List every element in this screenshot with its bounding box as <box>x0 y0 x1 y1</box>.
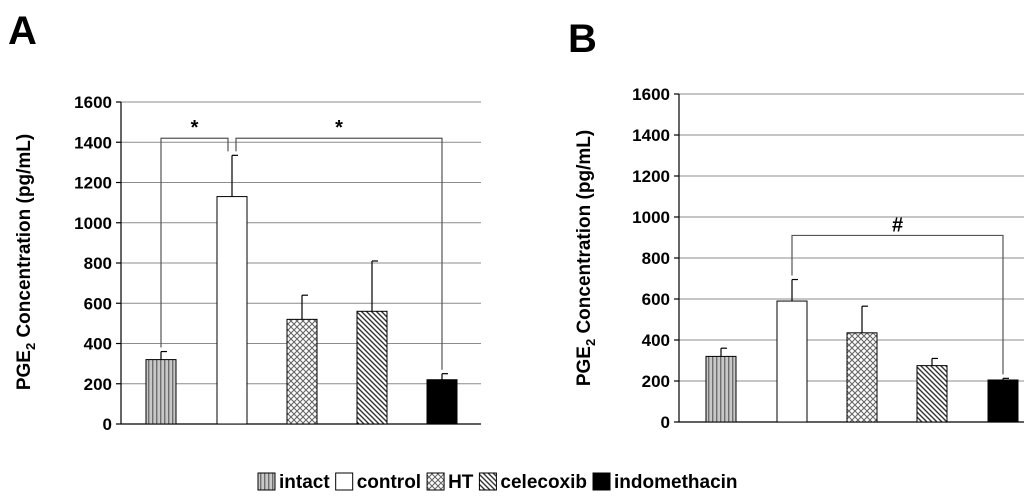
y-tick-label: 1200 <box>632 167 670 186</box>
bar-indomethacin <box>426 379 458 425</box>
y-axis-label-b-sub: 2 <box>583 339 598 346</box>
panel-b-tick-labels: 0 200 400 600 800 1000 1200 1400 1600 <box>632 85 679 432</box>
legend-swatch <box>257 472 276 491</box>
panel-b-bars <box>705 300 1019 423</box>
y-tick-label: 1200 <box>74 174 112 193</box>
legend-swatch <box>426 472 445 491</box>
significance-marker: * <box>335 117 343 139</box>
legend-swatch <box>335 472 354 491</box>
legend-item-control: control <box>335 472 421 493</box>
chart-panel-b: B PGE2 Concentration (pg/mL) 0 200 400 600 8… <box>568 17 1024 432</box>
legend-label: indomethacin <box>614 472 738 493</box>
y-axis-label-b: PGE2 Concentration (pg/mL) <box>574 130 598 386</box>
y-axis-label-b-main: PGE <box>574 346 595 386</box>
bar-celecoxib <box>916 365 948 423</box>
legend-item-celecoxib: celecoxib <box>478 472 587 493</box>
significance-marker: # <box>892 214 903 236</box>
y-tick-label: 0 <box>661 413 670 432</box>
y-axis-label-a: PGE2 Concentration (pg/mL) <box>14 134 38 390</box>
y-tick-label: 1600 <box>74 93 112 112</box>
y-tick-label: 800 <box>84 254 112 273</box>
panel-a-significance: * * <box>160 117 443 370</box>
y-tick-label: 1400 <box>632 126 670 145</box>
y-axis-label-a-sub: 2 <box>23 343 38 350</box>
legend: intact control HT celecoxib indomethacin <box>257 472 738 493</box>
y-tick-label: 1400 <box>74 133 112 152</box>
y-tick-label: 800 <box>642 249 670 268</box>
y-tick-label: 200 <box>84 375 112 394</box>
bar-control <box>216 196 248 425</box>
bar-intact <box>145 359 177 425</box>
significance-marker: * <box>191 117 199 139</box>
panel-label-b: B <box>568 17 597 61</box>
panel-label-a: A <box>8 9 37 53</box>
y-tick-label: 1000 <box>632 208 670 227</box>
y-tick-label: 1600 <box>632 85 670 104</box>
legend-swatch <box>592 472 611 491</box>
y-axis-label-a-main: PGE <box>14 350 35 390</box>
legend-item-intact: intact <box>257 472 330 493</box>
y-tick-label: 0 <box>103 415 112 434</box>
y-tick-label: 400 <box>642 331 670 350</box>
bar-celecoxib <box>356 310 388 425</box>
panel-a-error-bars <box>160 154 448 380</box>
panel-a-tick-labels: 0 200 400 600 800 1000 1200 1400 1600 <box>74 93 121 434</box>
legend-label: control <box>357 472 421 493</box>
bar-HT <box>286 318 318 425</box>
legend-label: celecoxib <box>500 472 587 493</box>
panel-b-significance: # <box>791 214 1004 375</box>
panel-a-bars <box>145 196 458 425</box>
y-tick-label: 600 <box>84 294 112 313</box>
significance-bracket <box>235 137 443 370</box>
y-axis-label-a-rest: Concentration (pg/mL) <box>14 134 35 343</box>
bar-control <box>776 300 808 423</box>
y-tick-label: 400 <box>84 335 112 354</box>
y-tick-label: 1000 <box>74 214 112 233</box>
chart-panel-a: A PGE2 Concentration (pg/mL) 0 200 400 600 8… <box>8 9 481 434</box>
y-tick-label: 600 <box>642 290 670 309</box>
significance-bracket <box>160 137 229 348</box>
legend-swatch <box>478 472 497 491</box>
bar-indomethacin <box>987 379 1019 423</box>
legend-label: HT <box>448 472 474 493</box>
legend-item-HT: HT <box>426 472 474 493</box>
panel-b-error-bars <box>720 278 1009 380</box>
bar-intact <box>705 355 737 423</box>
y-tick-label: 200 <box>642 372 670 391</box>
bar-HT <box>846 332 878 423</box>
legend-item-indomethacin: indomethacin <box>592 472 738 493</box>
significance-bracket <box>791 234 1004 375</box>
y-axis-label-b-rest: Concentration (pg/mL) <box>574 130 595 339</box>
legend-label: intact <box>279 472 330 493</box>
